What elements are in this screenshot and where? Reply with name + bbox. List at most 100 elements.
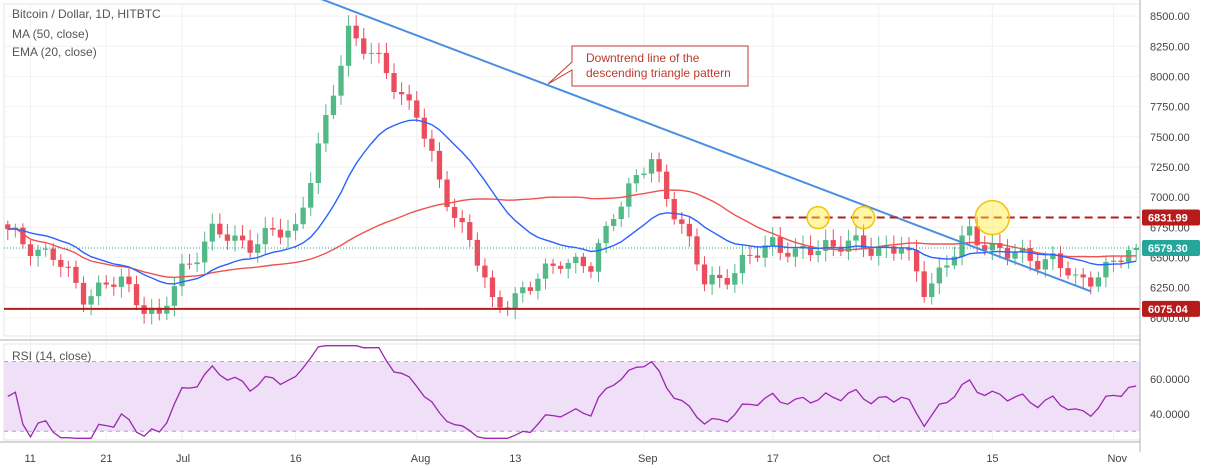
candle-body — [186, 263, 193, 265]
candle-body — [815, 250, 821, 256]
price-tick-label: 7000.00 — [1150, 192, 1190, 204]
price-tick-label: 7750.00 — [1150, 102, 1190, 114]
candle-body — [664, 171, 670, 200]
candle-body — [1080, 274, 1086, 278]
candle-body — [868, 248, 874, 256]
candle-body — [133, 284, 140, 306]
candle-body — [383, 52, 390, 74]
time-tick-label: 16 — [290, 453, 302, 465]
candle-body — [27, 244, 34, 256]
highlight-circle — [806, 205, 830, 230]
candle-body — [1103, 261, 1109, 278]
candle-body — [906, 247, 912, 251]
candle-body — [459, 217, 465, 223]
candle-body — [239, 235, 246, 241]
candle-body — [618, 206, 624, 220]
price-tick-label: 8250.00 — [1150, 41, 1190, 53]
candle-body — [792, 248, 799, 257]
candle-body — [785, 252, 791, 257]
candle-body — [345, 25, 352, 66]
candle-body — [974, 226, 980, 246]
candle-body — [376, 52, 382, 54]
candle-body — [580, 256, 587, 267]
rsi-legend: RSI (14, close) — [12, 349, 91, 363]
annotation-line-1: Downtrend line of the — [586, 51, 700, 65]
candle-body — [467, 222, 473, 240]
candle-body — [5, 224, 11, 230]
candle-body — [1027, 248, 1033, 261]
candle-body — [224, 234, 231, 241]
candle-body — [913, 250, 920, 272]
time-tick-label: 17 — [767, 453, 779, 465]
candle-body — [58, 259, 64, 267]
time-tick-label: 15 — [986, 453, 998, 465]
price-tick-label: 7250.00 — [1150, 162, 1190, 174]
candle-body — [921, 271, 927, 298]
candle-body — [217, 223, 223, 235]
candle-body — [724, 278, 730, 285]
candle-body — [232, 235, 238, 241]
downtrend-line — [320, 0, 1092, 293]
candle-body — [353, 25, 359, 39]
candle-body — [648, 159, 655, 174]
candle-body — [527, 287, 533, 291]
candle-body — [292, 224, 299, 231]
candle-body — [247, 240, 253, 253]
candle-body — [179, 263, 185, 287]
candle-body — [1095, 277, 1101, 287]
candle-body — [202, 241, 208, 263]
candle-body — [277, 229, 284, 238]
candle-body — [194, 262, 200, 265]
candle-body — [330, 95, 337, 116]
candle-body — [853, 235, 859, 241]
candle-body — [149, 307, 155, 314]
candle-body — [255, 244, 261, 253]
candle-body — [126, 276, 132, 285]
chart-title: Bitcoin / Dollar, 1D, HITBTC — [12, 7, 161, 21]
candle-body — [96, 282, 102, 297]
candle-body — [626, 183, 632, 207]
candle-body — [209, 223, 215, 242]
rsi-line — [7, 345, 1137, 439]
candle-body — [20, 227, 26, 245]
candle-body — [671, 199, 677, 220]
price-tick-label: 7500.00 — [1150, 132, 1190, 144]
candle-body — [898, 247, 905, 254]
time-tick-label: Sep — [638, 453, 658, 465]
candle-body — [936, 267, 942, 284]
candle-body — [1133, 247, 1139, 251]
candle-body — [103, 282, 109, 285]
candle-body — [951, 256, 958, 266]
candle-body — [1042, 259, 1048, 270]
candle-body — [1019, 248, 1026, 253]
candle-body — [535, 278, 541, 291]
candle-body — [595, 243, 602, 272]
candle-body — [156, 307, 162, 314]
candle-body — [368, 52, 374, 54]
candle-body — [262, 228, 268, 245]
candle-body — [73, 266, 79, 283]
ema-legend: EMA (20, close) — [12, 45, 97, 59]
candle-body — [588, 266, 594, 272]
candle-body — [959, 235, 965, 257]
price-tick-label: 8500.00 — [1150, 11, 1190, 23]
candle-body — [1004, 247, 1011, 259]
candle-body — [285, 230, 291, 238]
candle-body — [436, 150, 443, 180]
highlight-circle — [974, 199, 1011, 236]
candle-body — [1035, 260, 1041, 270]
rsi-band — [4, 361, 1140, 432]
price-tick-label: 8000.00 — [1150, 71, 1190, 83]
candle-body — [929, 283, 935, 298]
candle-body — [421, 117, 427, 139]
candle-body — [451, 206, 458, 218]
rsi-pane — [3, 343, 1141, 441]
candle-body — [656, 159, 662, 172]
candle-body — [35, 249, 41, 256]
candle-body — [497, 297, 503, 308]
candle-body — [807, 245, 814, 256]
price-badge-bg — [1142, 239, 1200, 256]
candle-body — [709, 274, 715, 285]
candle-body — [679, 219, 685, 224]
